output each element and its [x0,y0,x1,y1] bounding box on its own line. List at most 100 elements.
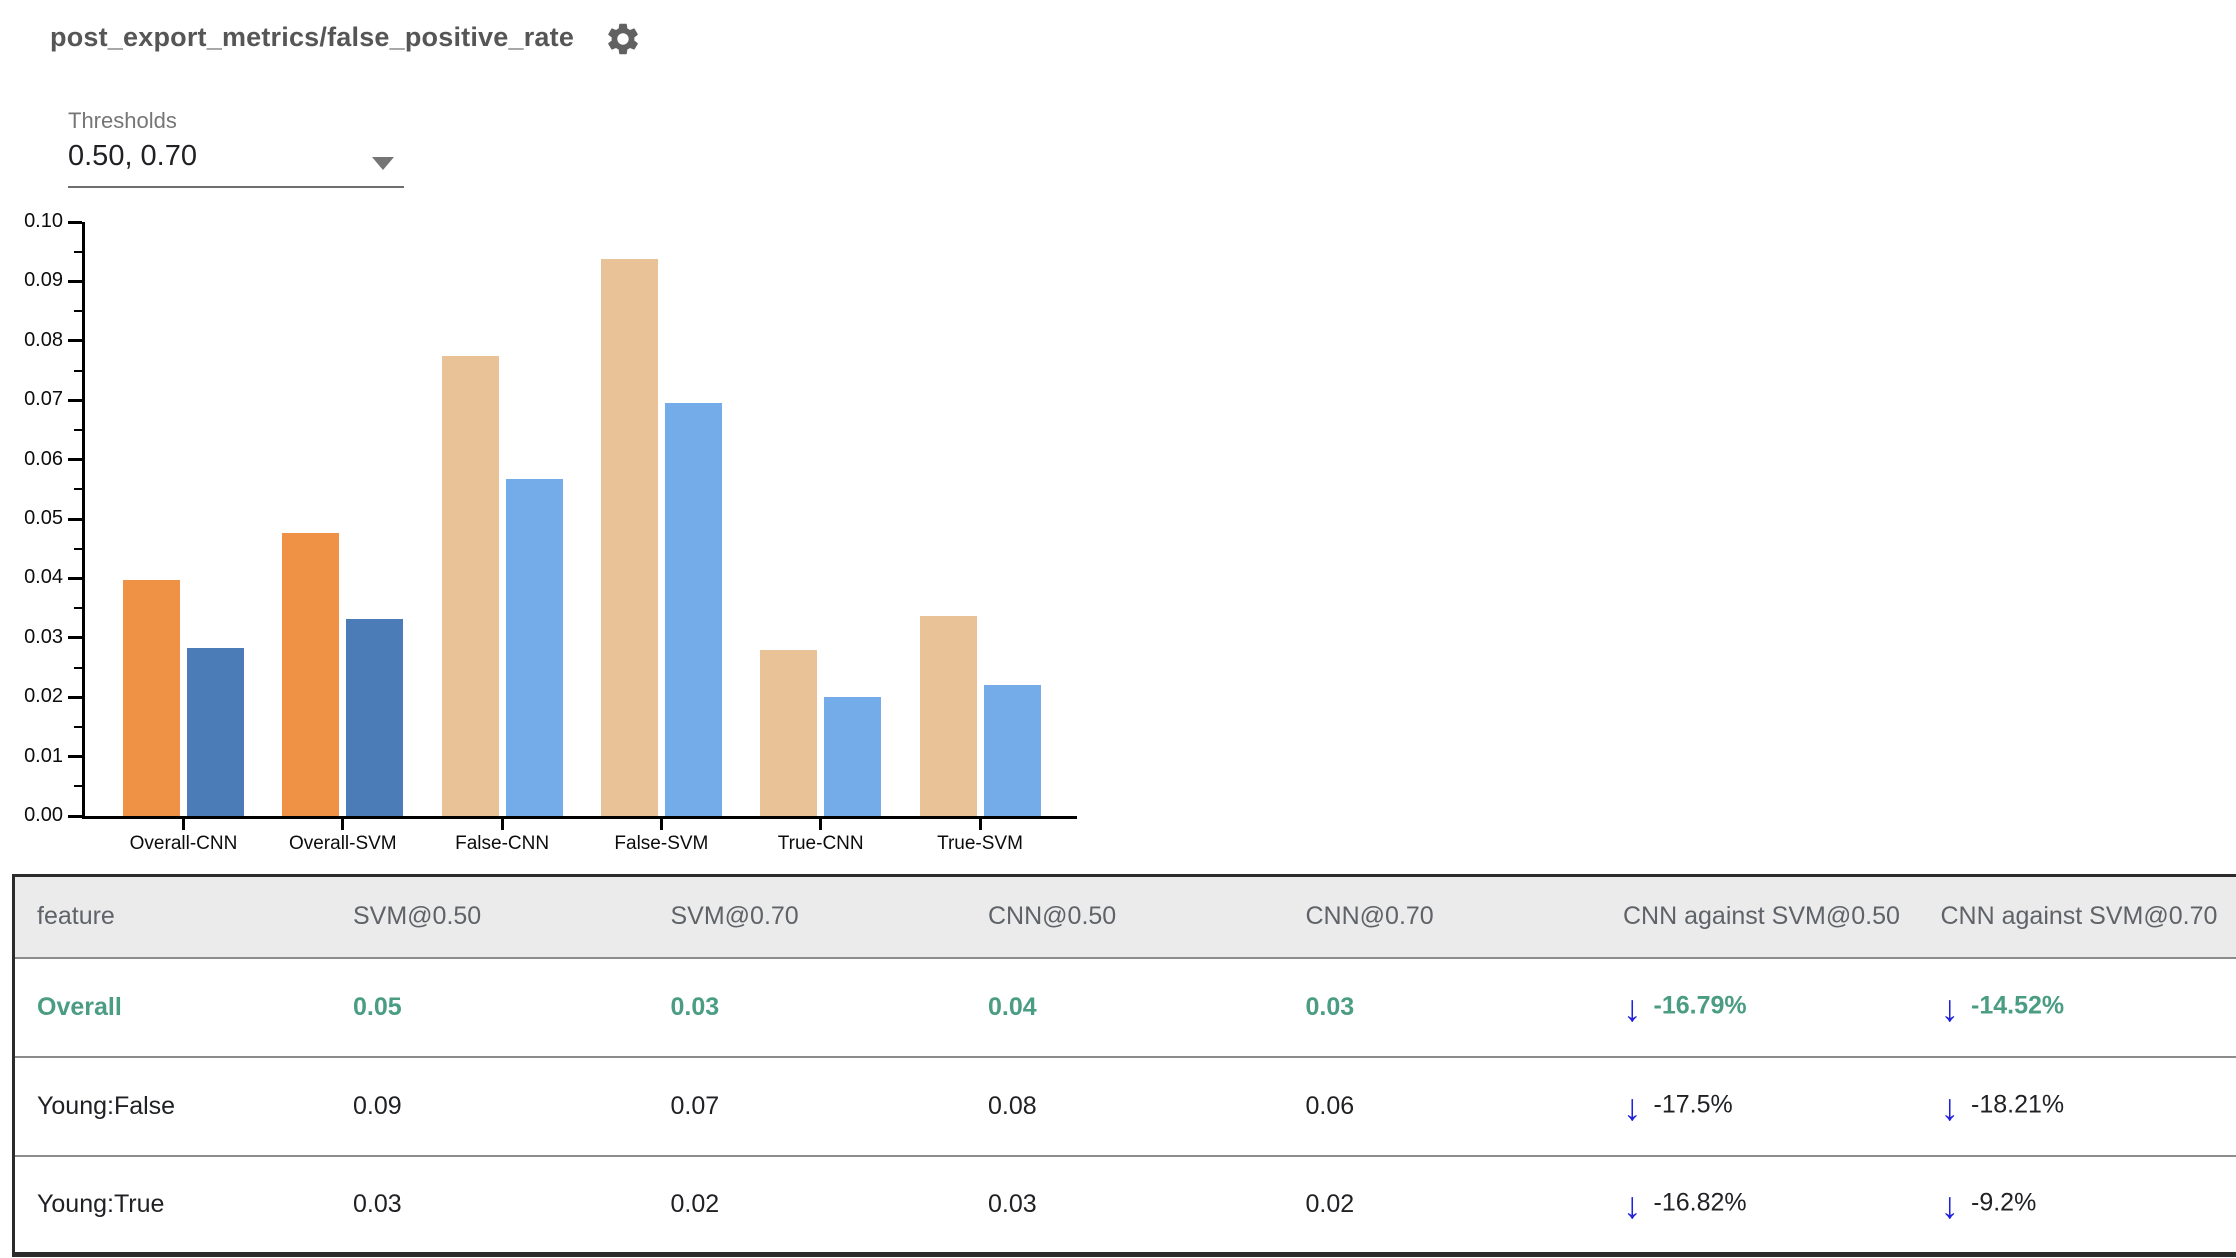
feature-cell: Overall [37,992,122,1021]
value-cell: 0.03 [1305,992,1355,1021]
value-cell: 0.03 [988,1189,1037,1218]
table-header-row: feature SVM@0.50 SVM@0.70 CNN@0.50 CNN@0… [13,875,2236,958]
value-cell: 0.09 [353,1091,402,1120]
trend-down-icon: ↓ [1940,988,1960,1029]
comparison-value: -16.82% [1653,1188,1747,1217]
x-axis-tick [978,819,982,830]
thresholds-value: 0.50, 0.70 [68,140,197,172]
y-axis-minor-tick [74,250,82,253]
x-axis-tick [341,819,345,830]
bar-true-cnn-threshold0.70 [824,696,882,816]
y-axis-minor-tick [74,666,82,669]
feature-cell: Young:True [37,1189,165,1218]
metric-title: post_export_metrics/false_positive_rate [50,22,575,52]
x-axis-label: Overall-SVM [288,833,397,854]
y-axis-minor-tick [74,488,82,491]
settings-gear-icon[interactable] [604,20,642,58]
y-axis-label: 0.01 [24,744,63,767]
y-axis-tick [68,279,82,283]
comparison-value: -18.21% [1971,1090,2065,1119]
false-positive-rate-bar-chart: 0.00 0.01 0.02 0.03 0.04 0.05 0.06 0.07 0.08 0.09… [24,210,1077,854]
y-axis-minor-tick [74,369,82,372]
bar-false-cnn-threshold0.70 [505,478,563,816]
col-header-feature: feature [37,902,115,931]
col-header-svm-050: SVM@0.50 [353,902,482,931]
thresholds-select[interactable]: 0.50, 0.70 [68,138,404,188]
value-cell: 0.06 [1305,1091,1355,1120]
bar-false-svm-threshold0.70 [664,403,722,816]
trend-down-icon: ↓ [1623,1185,1642,1227]
y-axis-label: 0.04 [24,566,63,589]
table-row-young-true: Young:True 0.03 0.02 0.03 0.02 ↓ -16.82% … [13,1155,2236,1255]
value-cell: 0.04 [988,992,1037,1021]
col-header-cnn-vs-svm-050: CNN against SVM@0.50 [1623,902,1900,931]
table-row-overall: Overall 0.05 0.03 0.04 0.03 ↓ -16.79% ↓ -1… [13,957,2236,1057]
col-header-cnn-070: CNN@0.70 [1305,902,1434,931]
trend-down-icon: ↓ [1623,988,1642,1029]
value-cell: 0.03 [670,992,720,1021]
comparison-value: -16.79% [1653,991,1747,1020]
y-axis-minor-tick [74,607,82,610]
x-axis-label: Overall-CNN [129,833,238,854]
bar-false-svm-threshold0.50 [600,259,658,816]
thresholds-label: Thresholds [68,108,177,133]
x-axis-tick [659,819,663,830]
y-axis-tick [68,576,82,580]
trend-down-icon: ↓ [1940,1185,1960,1227]
metrics-table: feature SVM@0.50 SVM@0.70 CNN@0.50 CNN@0… [12,874,2236,1257]
x-axis-tick [500,819,504,830]
bar-overall-cnn-threshold0.70 [187,647,244,816]
col-header-cnn-vs-svm-070: CNN against SVM@0.70 [1940,902,2218,931]
y-axis-minor-tick [74,785,82,788]
y-axis-tick [68,814,82,818]
bar-true-cnn-threshold0.50 [760,650,818,816]
x-axis-label: False-SVM [614,833,709,854]
y-axis-tick [68,458,82,462]
y-axis-label: 0.02 [24,685,63,708]
comparison-value: -9.2% [1971,1188,2037,1217]
x-axis-label: False-CNN [455,833,550,854]
comparison-cell: ↓ -14.52% [1919,958,2236,1057]
y-axis-tick [68,636,82,640]
y-axis-label: 0.05 [24,507,63,529]
bar-true-svm-threshold0.70 [983,684,1041,816]
comparison-cell: ↓ -16.79% [1601,958,1919,1057]
caret-down-icon [372,157,394,170]
y-axis-label: 0.07 [24,388,63,411]
y-axis-minor-tick [74,547,82,550]
comparison-cell: ↓ -18.21% [1919,1057,2236,1156]
comparison-value: -14.52% [1971,991,2065,1020]
value-cell: 0.07 [670,1091,720,1120]
value-cell: 0.02 [670,1189,720,1218]
y-axis-label: 0.06 [24,447,63,470]
y-axis-tick [68,339,82,343]
value-cell: 0.08 [988,1091,1037,1120]
bar-overall-cnn-threshold0.50 [123,580,180,816]
y-axis-minor-tick [74,310,82,313]
y-axis-tick [68,398,82,402]
y-axis-minor-tick [74,725,82,728]
trend-down-icon: ↓ [1623,1087,1642,1128]
comparison-cell: ↓ -16.82% [1601,1156,1919,1255]
bar-overall-svm-threshold0.50 [282,532,340,816]
comparison-cell: ↓ -17.5% [1601,1057,1919,1156]
comparison-value: -17.5% [1653,1090,1733,1119]
y-axis-label: 0.00 [24,804,63,826]
y-axis-tick [68,517,82,521]
bar-overall-svm-threshold0.70 [346,619,404,816]
feature-cell: Young:False [37,1091,176,1120]
x-axis-label: True-SVM [937,833,1023,854]
col-header-svm-070: SVM@0.70 [670,902,799,931]
y-axis-label: 0.08 [24,328,63,351]
value-cell: 0.03 [353,1189,402,1218]
y-axis-label: 0.03 [24,625,63,648]
value-cell: 0.05 [353,992,402,1021]
x-axis-tick [182,819,185,830]
bar-true-svm-threshold0.50 [919,615,977,816]
x-axis-label: True-CNN [777,833,864,854]
y-axis-tick [68,695,82,699]
table-row-young-false: Young:False 0.09 0.07 0.08 0.06 ↓ -17.5% … [13,1056,2236,1156]
y-axis-label: 0.09 [24,269,63,292]
col-header-cnn-050: CNN@0.50 [988,902,1117,931]
